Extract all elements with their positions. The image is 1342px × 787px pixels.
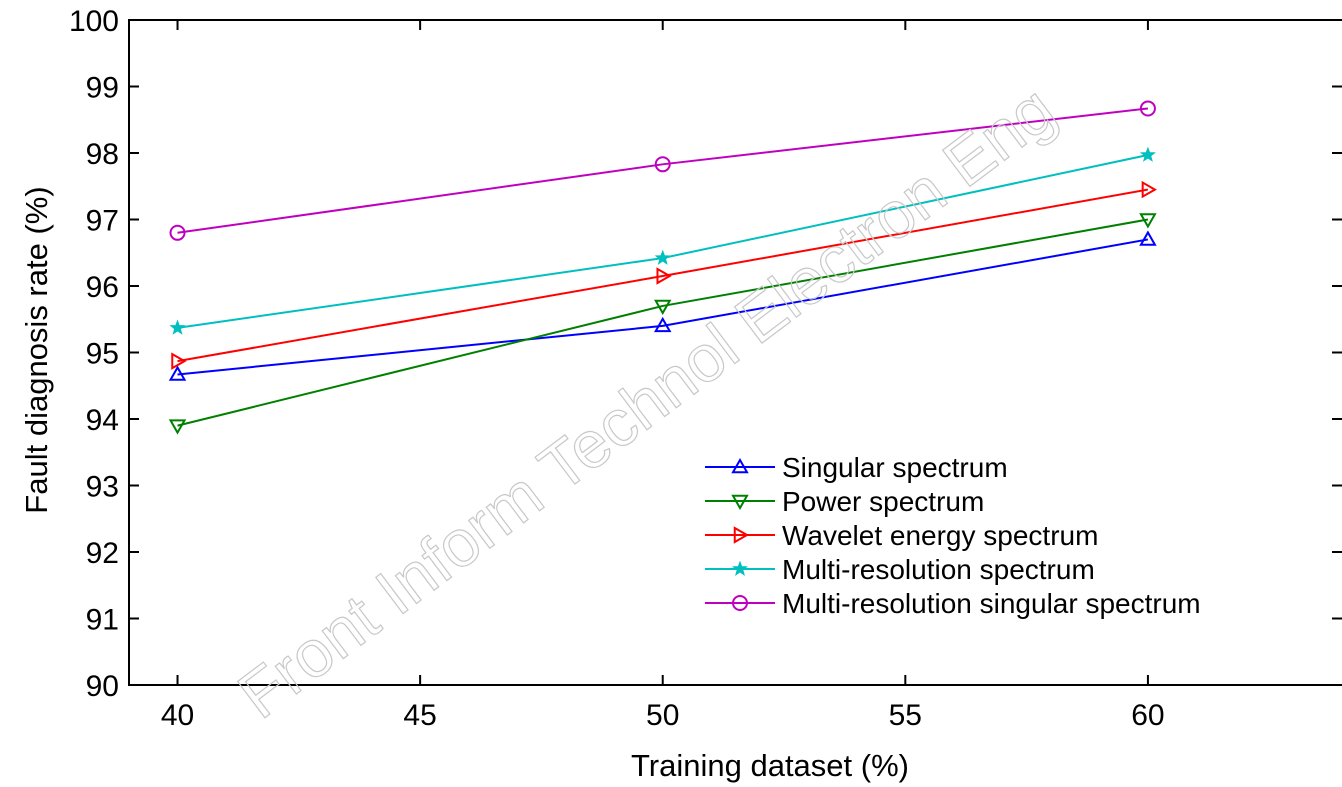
y-axis-title: Fault diagnosis rate (%) xyxy=(19,186,54,513)
data-point-marker xyxy=(733,526,750,544)
x-tick-label: 40 xyxy=(161,699,194,732)
y-tick-label: 90 xyxy=(86,670,119,703)
series-1 xyxy=(168,213,1157,435)
series-3 xyxy=(169,146,1156,335)
y-tick-label: 95 xyxy=(86,338,119,371)
x-tick-label: 60 xyxy=(1131,699,1164,732)
series-line xyxy=(177,107,1149,234)
data-point-marker xyxy=(1139,100,1156,117)
series-line xyxy=(177,238,1149,376)
legend-label: Wavelet energy spectrum xyxy=(782,520,1098,551)
x-tick-label: 45 xyxy=(403,699,436,732)
data-point-marker xyxy=(168,419,187,435)
data-point-marker xyxy=(169,319,186,335)
data-point-marker xyxy=(731,494,749,511)
y-tick-label: 91 xyxy=(86,604,119,637)
data-point-marker xyxy=(653,316,672,333)
data-point-marker xyxy=(732,595,748,611)
series-line xyxy=(177,154,1149,329)
x-axis: 40 45 50 55 60 xyxy=(161,20,1165,732)
watermark-text: Front Inform Technol Electron Eng xyxy=(224,71,1067,732)
data-point-marker xyxy=(169,224,186,241)
legend-label: Multi-resolution spectrum xyxy=(782,554,1095,585)
data-point-marker xyxy=(654,156,671,173)
data-point-marker xyxy=(654,249,671,265)
data-point-marker xyxy=(653,299,672,315)
x-tick-label: 50 xyxy=(646,699,679,732)
legend-entry: Power spectrum xyxy=(705,486,984,517)
y-tick-label: 96 xyxy=(86,271,119,304)
x-tick-label: 55 xyxy=(889,699,922,732)
legend-entry: Singular spectrum xyxy=(705,452,1008,483)
series-2 xyxy=(171,180,1157,370)
legend-entry: Multi-resolution spectrum xyxy=(705,554,1095,585)
data-point-marker xyxy=(1139,230,1157,246)
data-point-marker xyxy=(1141,180,1157,199)
data-point-marker xyxy=(731,457,749,474)
data-point-marker xyxy=(168,365,187,381)
data-point-marker xyxy=(1139,213,1157,229)
series-line xyxy=(177,188,1149,363)
data-point-marker xyxy=(1139,146,1156,162)
legend-label: Singular spectrum xyxy=(782,452,1008,483)
y-tick-label: 92 xyxy=(86,537,119,570)
data-point-marker xyxy=(656,267,672,285)
series-4 xyxy=(169,100,1156,241)
y-tick-label: 97 xyxy=(86,205,119,238)
legend-entry: Multi-resolution singular spectrum xyxy=(705,588,1201,619)
series-line xyxy=(177,218,1149,427)
y-axis: 90 91 92 93 94 95 96 97 98 99 100 xyxy=(69,5,1342,703)
x-axis-title: Training dataset (%) xyxy=(631,748,909,783)
data-point-marker xyxy=(731,560,749,576)
legend-entry: Wavelet energy spectrum xyxy=(705,520,1098,551)
series-0 xyxy=(168,230,1157,381)
legend-label: Multi-resolution singular spectrum xyxy=(782,588,1201,619)
y-tick-label: 99 xyxy=(86,72,119,105)
y-tick-label: 100 xyxy=(69,5,119,38)
legend-label: Power spectrum xyxy=(782,486,984,517)
y-tick-label: 94 xyxy=(86,404,119,437)
series-layer xyxy=(168,100,1157,435)
data-point-marker xyxy=(171,352,187,370)
y-tick-label: 93 xyxy=(86,471,119,504)
y-tick-label: 98 xyxy=(86,138,119,171)
